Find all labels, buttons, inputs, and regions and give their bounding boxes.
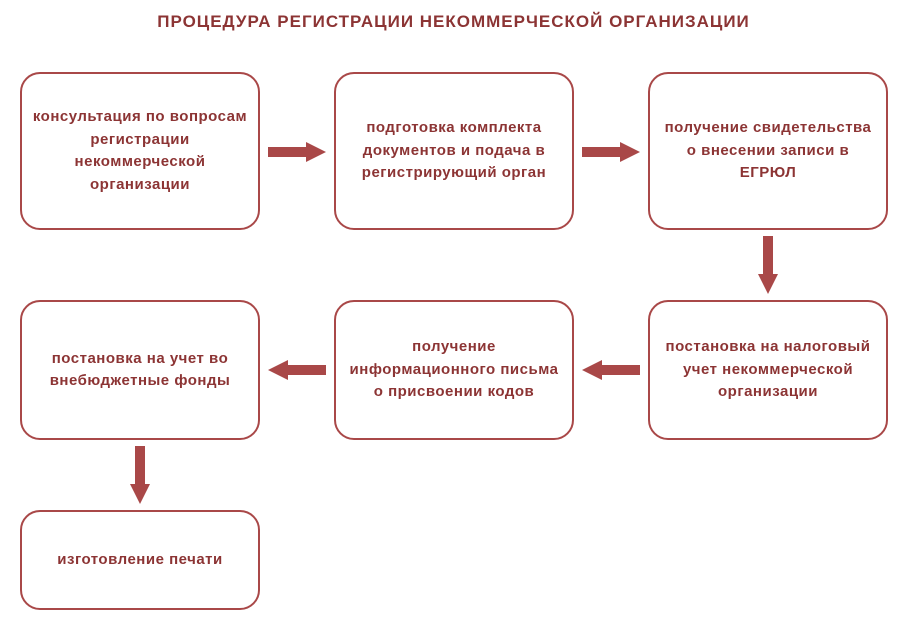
arrow-n3-n4 [758,236,778,294]
arrow-n2-n3 [582,142,640,162]
arrow-n6-n7 [130,446,150,504]
flowchart-node-n1: консультация по вопросам регистрации нек… [20,72,260,230]
flowchart-node-n5: получение информационного письма о присв… [334,300,574,440]
arrow-n5-n6 [268,360,326,380]
flowchart-node-n6: постановка на учет во внебюджетные фонды [20,300,260,440]
diagram-title: ПРОЦЕДУРА РЕГИСТРАЦИИ НЕКОММЕРЧЕСКОЙ ОРГ… [0,12,907,32]
flowchart-node-n4: постановка на налоговый учет некоммерчес… [648,300,888,440]
arrow-n1-n2 [268,142,326,162]
flowchart-node-n2: подготовка комплекта документов и подача… [334,72,574,230]
arrow-n4-n5 [582,360,640,380]
flowchart-canvas: ПРОЦЕДУРА РЕГИСТРАЦИИ НЕКОММЕРЧЕСКОЙ ОРГ… [0,0,907,631]
flowchart-node-n7: изготовление печати [20,510,260,610]
flowchart-node-n3: получение свидетельства о внесении запис… [648,72,888,230]
